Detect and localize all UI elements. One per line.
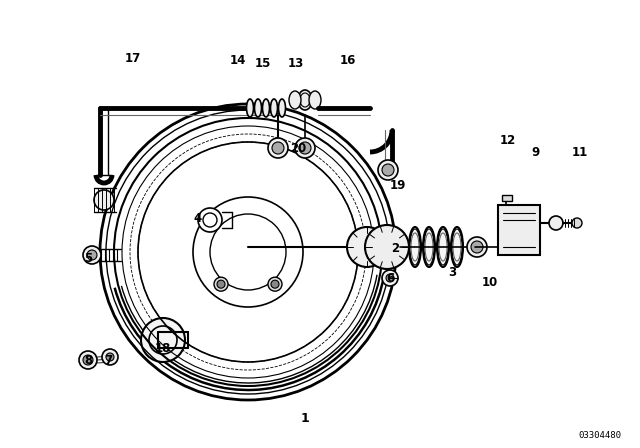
Text: 5: 5 bbox=[84, 251, 92, 264]
Ellipse shape bbox=[298, 90, 312, 110]
Circle shape bbox=[347, 227, 387, 267]
Text: 4: 4 bbox=[194, 211, 202, 224]
Text: 6: 6 bbox=[386, 271, 394, 284]
Circle shape bbox=[271, 280, 279, 288]
Ellipse shape bbox=[409, 227, 421, 267]
Circle shape bbox=[268, 138, 288, 158]
Text: 10: 10 bbox=[482, 276, 498, 289]
Circle shape bbox=[94, 190, 114, 210]
Text: 2: 2 bbox=[391, 241, 399, 254]
Ellipse shape bbox=[262, 99, 269, 117]
Circle shape bbox=[217, 280, 225, 288]
Circle shape bbox=[83, 355, 93, 365]
Ellipse shape bbox=[423, 227, 435, 267]
Ellipse shape bbox=[309, 91, 321, 109]
Text: 1: 1 bbox=[301, 412, 309, 425]
Text: 7: 7 bbox=[104, 353, 112, 366]
Ellipse shape bbox=[289, 91, 301, 109]
Circle shape bbox=[378, 160, 398, 180]
Ellipse shape bbox=[451, 227, 463, 267]
Bar bbox=[502, 195, 512, 201]
Circle shape bbox=[268, 277, 282, 291]
Circle shape bbox=[365, 225, 409, 269]
Ellipse shape bbox=[437, 227, 449, 267]
Text: 13: 13 bbox=[288, 56, 304, 69]
Text: 17: 17 bbox=[125, 52, 141, 65]
Text: 8: 8 bbox=[84, 353, 92, 366]
Text: 16: 16 bbox=[340, 53, 356, 66]
Circle shape bbox=[295, 138, 315, 158]
Circle shape bbox=[83, 246, 101, 264]
Ellipse shape bbox=[255, 99, 262, 117]
Text: 15: 15 bbox=[255, 56, 271, 69]
Circle shape bbox=[102, 349, 118, 365]
Circle shape bbox=[386, 274, 394, 282]
Text: 12: 12 bbox=[500, 134, 516, 146]
Text: 03304480: 03304480 bbox=[579, 431, 621, 439]
Circle shape bbox=[87, 250, 97, 260]
Circle shape bbox=[79, 351, 97, 369]
Circle shape bbox=[106, 353, 114, 361]
Ellipse shape bbox=[246, 99, 253, 117]
Circle shape bbox=[272, 142, 284, 154]
Text: 14: 14 bbox=[230, 53, 246, 66]
Circle shape bbox=[141, 318, 185, 362]
Circle shape bbox=[382, 270, 398, 286]
Circle shape bbox=[382, 164, 394, 176]
Text: 18: 18 bbox=[155, 341, 171, 354]
Circle shape bbox=[198, 208, 222, 232]
Text: 11: 11 bbox=[572, 146, 588, 159]
Circle shape bbox=[299, 142, 311, 154]
Bar bbox=[498, 205, 540, 255]
Ellipse shape bbox=[278, 99, 285, 117]
Circle shape bbox=[214, 277, 228, 291]
Circle shape bbox=[572, 218, 582, 228]
Circle shape bbox=[467, 237, 487, 257]
Circle shape bbox=[471, 241, 483, 253]
Text: 9: 9 bbox=[531, 146, 539, 159]
Ellipse shape bbox=[271, 99, 278, 117]
Text: 19: 19 bbox=[390, 178, 406, 191]
Text: 20: 20 bbox=[290, 142, 306, 155]
Text: 3: 3 bbox=[448, 266, 456, 279]
Circle shape bbox=[549, 216, 563, 230]
